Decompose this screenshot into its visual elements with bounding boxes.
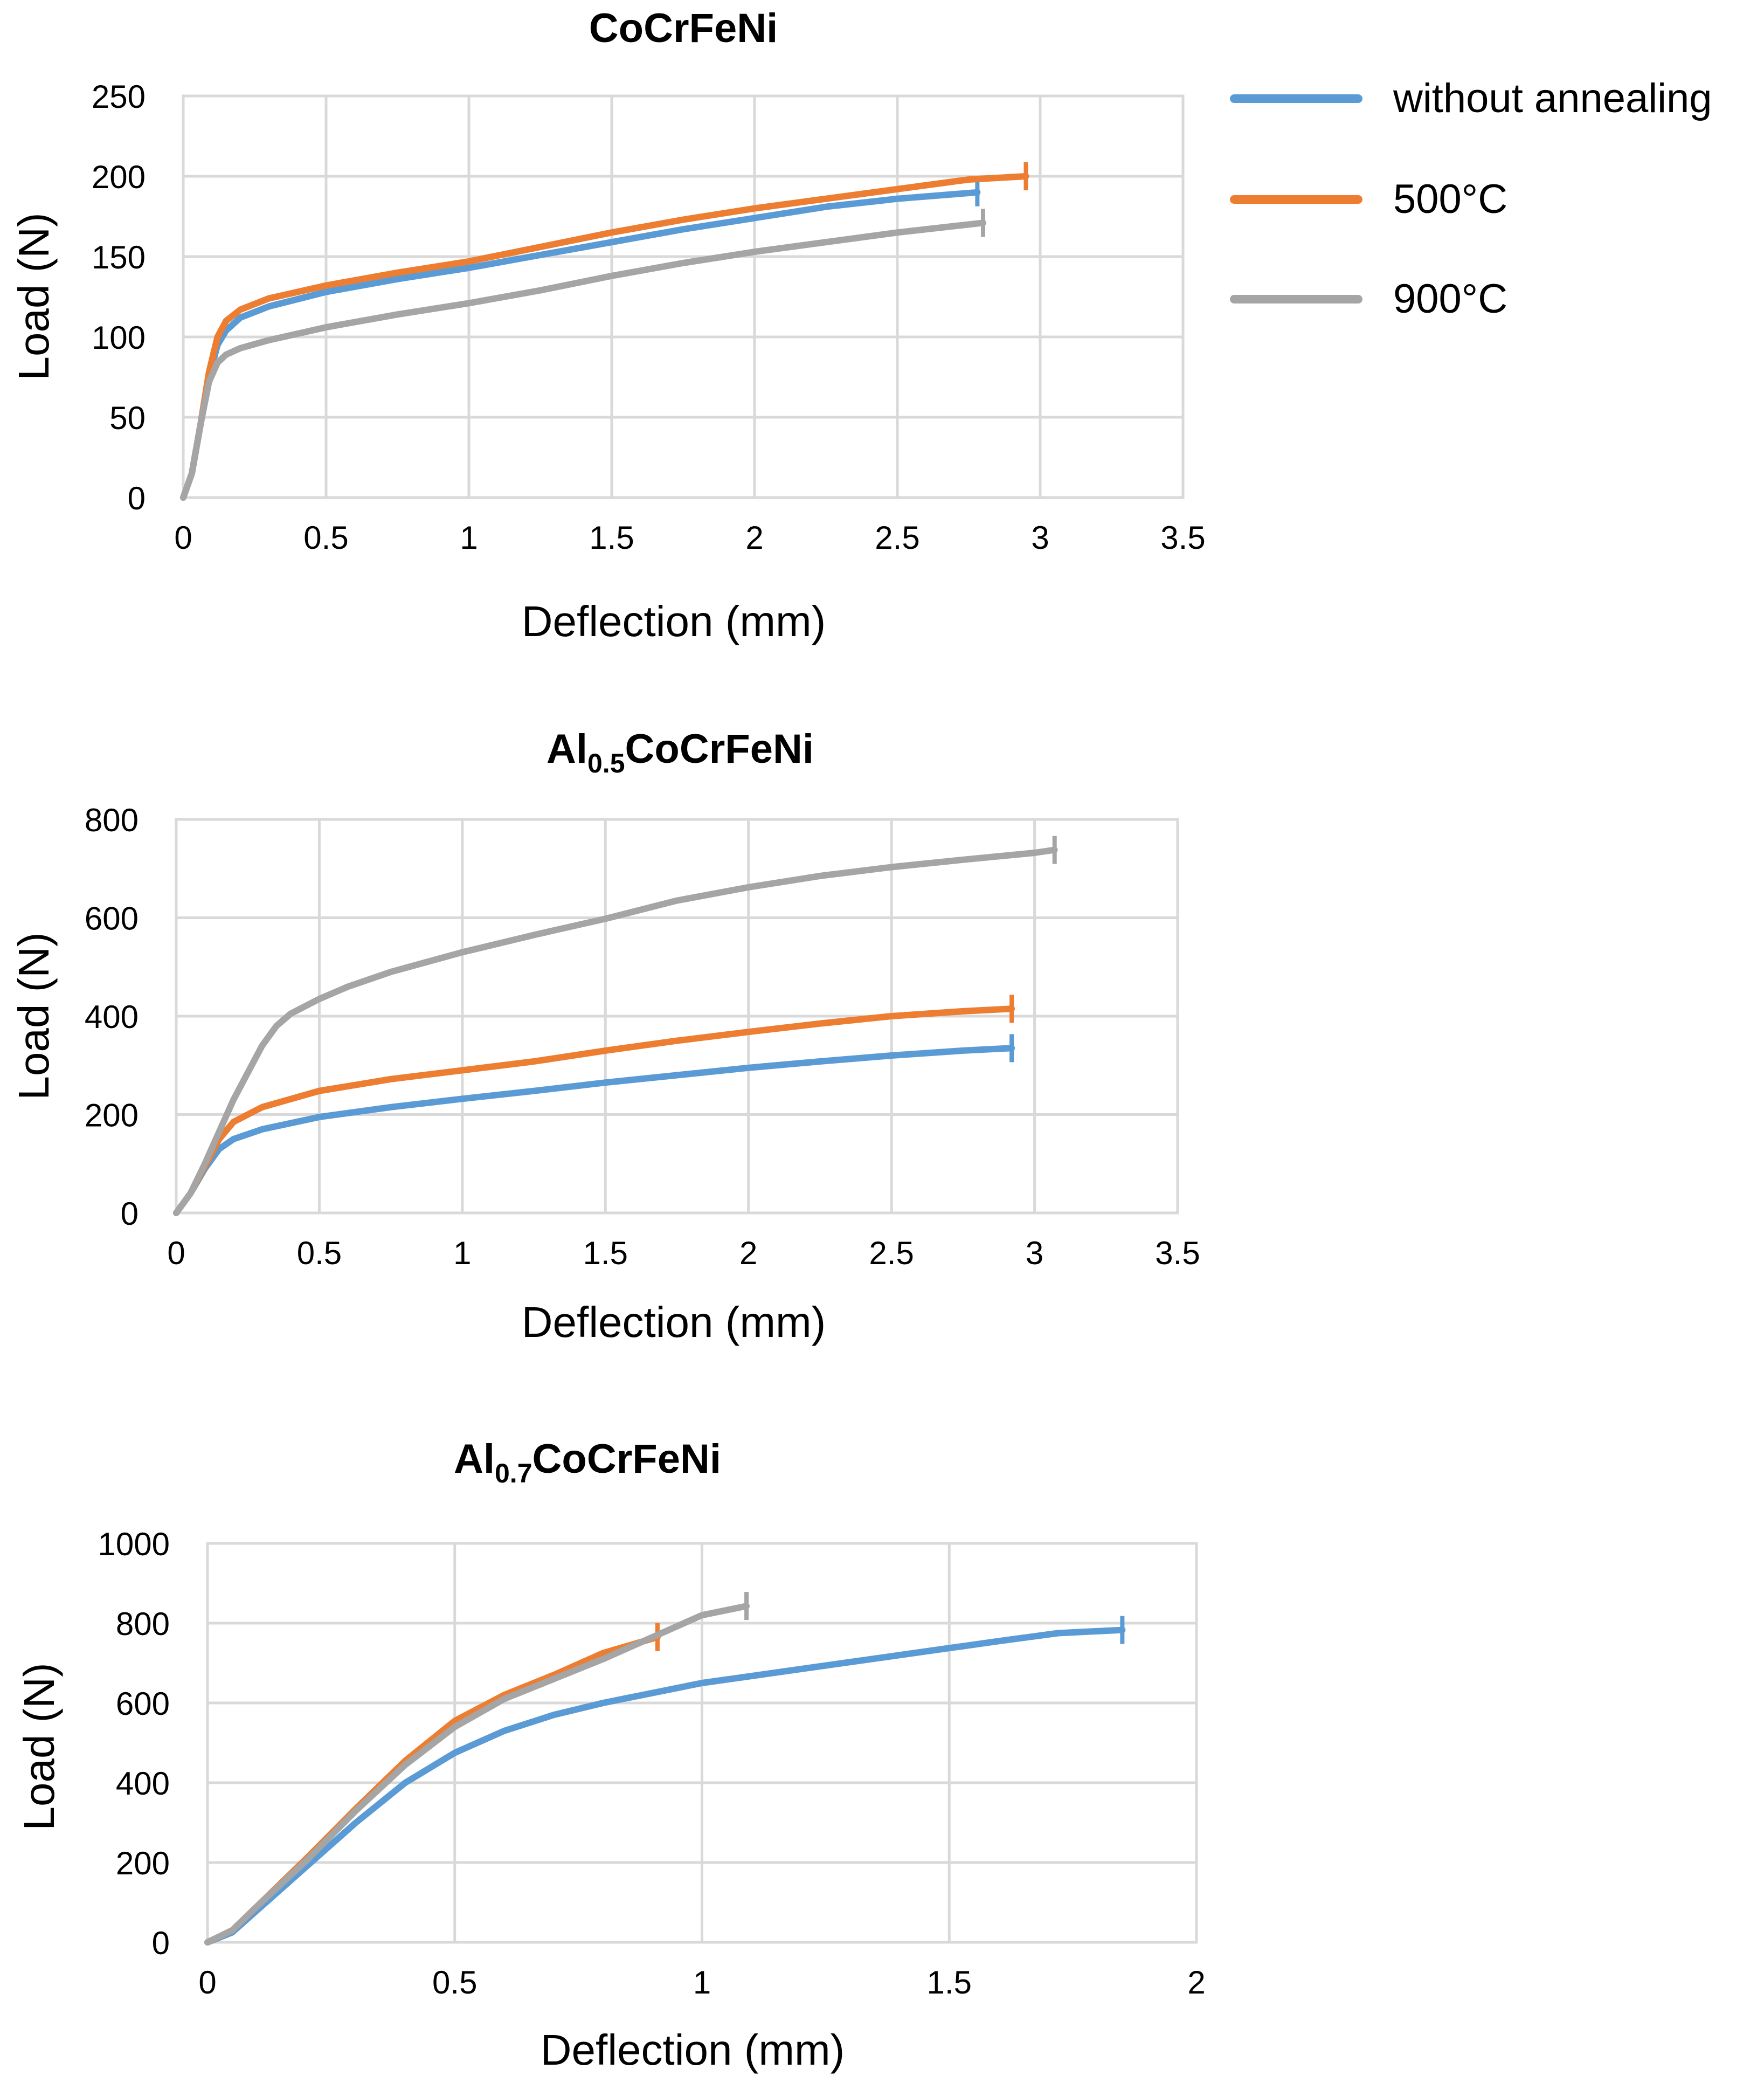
chart-1-series-500-c bbox=[180, 173, 1029, 501]
chart-1-xtick-label: 1 bbox=[460, 520, 478, 556]
chart-2-xtick-label: 2.5 bbox=[869, 1235, 914, 1271]
chart-2-series-900-c bbox=[173, 846, 1058, 1216]
chart-2-xtick-label: 3.5 bbox=[1155, 1235, 1200, 1271]
chart-1-ytick-label: 50 bbox=[109, 400, 146, 436]
chart-2-xtick-label: 1 bbox=[453, 1235, 471, 1271]
chart-1-ylabel: Load (N) bbox=[10, 212, 58, 380]
chart-3-plot-frame bbox=[206, 1542, 1198, 1944]
chart-3-ytick-label: 600 bbox=[116, 1686, 170, 1722]
chart-2-title: Al0.5CoCrFeNi bbox=[547, 726, 814, 778]
chart-1-series bbox=[180, 162, 1029, 501]
chart-2-xtick-label: 0.5 bbox=[297, 1235, 342, 1271]
chart-2-ytick-label: 0 bbox=[121, 1196, 139, 1232]
legend: without annealing 500°C 900°C bbox=[1230, 75, 1712, 322]
chart-2-xlabel: Deflection (mm) bbox=[522, 1298, 826, 1346]
chart-3-al07cocrfeni: Al0.7CoCrFeNi 0 0.5 1 1.5 2 0 200 400 600 800 1000… bbox=[15, 1436, 1206, 2074]
chart-1-plot-frame bbox=[182, 94, 1185, 499]
chart-1-series-900-c bbox=[180, 219, 986, 501]
chart-2-ylabel: Load (N) bbox=[10, 932, 58, 1100]
chart-3-series bbox=[204, 1592, 1126, 1946]
chart-1-ytick-label: 100 bbox=[92, 320, 146, 356]
chart-1-xtick-label: 3 bbox=[1031, 520, 1049, 556]
chart-3-title: Al0.7CoCrFeNi bbox=[454, 1436, 721, 1488]
chart-3-xtick-label: 0.5 bbox=[432, 1964, 477, 2001]
chart-3-xtick-label: 2 bbox=[1187, 1964, 1205, 2001]
legend-label-500c: 500°C bbox=[1393, 176, 1507, 222]
chart-1-xtick-label: 2 bbox=[745, 520, 763, 556]
chart-3-ytick-label: 1000 bbox=[98, 1526, 170, 1562]
chart-3-ylabel: Load (N) bbox=[15, 1663, 63, 1830]
chart-1-ytick-label: 150 bbox=[92, 239, 146, 275]
chart-2-xtick-label: 2 bbox=[739, 1235, 757, 1271]
chart-3-series-without-annealing bbox=[204, 1626, 1126, 1946]
chart-2-xtick-label: 1.5 bbox=[583, 1235, 628, 1271]
chart-1-xtick-label: 3.5 bbox=[1160, 520, 1205, 556]
chart-2-xtick-label: 0 bbox=[167, 1235, 185, 1271]
chart-2-series-without-annealing bbox=[173, 1045, 1015, 1216]
chart-3-xtick-label: 0 bbox=[198, 1964, 216, 2001]
chart-3-ytick-label: 0 bbox=[152, 1925, 170, 1961]
chart-1-xtick-label: 2.5 bbox=[875, 520, 919, 556]
chart-3-xtick-label: 1.5 bbox=[927, 1964, 972, 2001]
chart-3-ytick-label: 400 bbox=[116, 1765, 170, 1802]
chart-2-xtick-label: 3 bbox=[1026, 1235, 1043, 1271]
chart-2-plot-frame bbox=[175, 818, 1179, 1215]
chart-1-tick-labels: 0 0.5 1 1.5 2 2.5 3 3.5 0 50 100 150 200 250 bbox=[92, 79, 1206, 556]
chart-2-ytick-label: 400 bbox=[85, 999, 139, 1035]
chart-3-ytick-label: 800 bbox=[116, 1606, 170, 1642]
chart-1-title: CoCrFeNi bbox=[589, 5, 778, 51]
chart-2-tick-labels: 0 0.5 1 1.5 2 2.5 3 3.5 0 200 400 600 800 bbox=[85, 802, 1200, 1271]
chart-1-ytick-label: 200 bbox=[92, 159, 146, 195]
chart-2-series bbox=[173, 836, 1058, 1216]
chart-1-gridlines bbox=[182, 94, 1185, 499]
chart-3-xtick-label: 1 bbox=[693, 1964, 711, 2001]
chart-1-ytick-label: 250 bbox=[92, 79, 146, 115]
chart-3-xlabel: Deflection (mm) bbox=[541, 2026, 845, 2074]
chart-3-series-900-c bbox=[204, 1603, 750, 1946]
chart-2-series-500-c bbox=[173, 1005, 1015, 1216]
chart-3-tick-labels: 0 0.5 1 1.5 2 0 200 400 600 800 1000 bbox=[98, 1526, 1206, 2001]
chart-1-xtick-label: 1.5 bbox=[589, 520, 634, 556]
chart-1-xtick-label: 0.5 bbox=[303, 520, 348, 556]
chart-3-gridlines bbox=[206, 1542, 1198, 1944]
chart-3-ytick-label: 200 bbox=[116, 1845, 170, 1881]
chart-2-ytick-label: 200 bbox=[85, 1098, 139, 1134]
chart-2-gridlines bbox=[175, 818, 1179, 1215]
chart-2-ytick-label: 800 bbox=[85, 802, 139, 838]
chart-1-xlabel: Deflection (mm) bbox=[522, 597, 826, 645]
chart-2-al05cocrfeni: Al0.5CoCrFeNi 0 0.5 1 1.5 2 2.5 3 3.5 0 200 400 600… bbox=[10, 726, 1200, 1346]
chart-1-xtick-label: 0 bbox=[174, 520, 192, 556]
legend-label-900c: 900°C bbox=[1393, 276, 1507, 322]
chart-1-ytick-label: 0 bbox=[128, 480, 146, 516]
chart-1-cocrfeni: CoCrFeNi 0 0.5 1 1.5 2 2.5 3 3.5 0 50 100 150 200 250… bbox=[10, 5, 1206, 645]
legend-label-without-annealing: without annealing bbox=[1393, 75, 1712, 121]
chart-2-ytick-label: 600 bbox=[85, 901, 139, 937]
